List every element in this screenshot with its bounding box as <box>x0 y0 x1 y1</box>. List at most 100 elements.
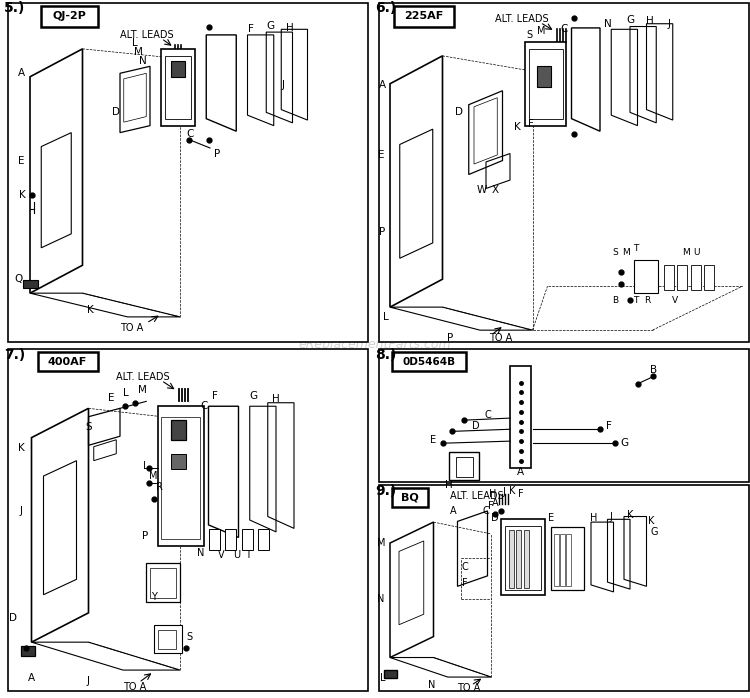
Bar <box>524 530 529 588</box>
Text: C: C <box>186 129 194 139</box>
Text: T: T <box>633 296 639 304</box>
Text: H: H <box>286 23 294 33</box>
Text: F: F <box>462 578 468 588</box>
Text: TO A: TO A <box>457 683 480 692</box>
Bar <box>704 265 714 290</box>
Text: T: T <box>633 244 639 253</box>
Text: ALT. LEADS: ALT. LEADS <box>120 30 173 40</box>
Text: K: K <box>86 305 93 315</box>
Text: C: C <box>483 506 489 516</box>
Text: 400AF: 400AF <box>48 357 87 366</box>
Bar <box>8 3 368 342</box>
Text: G: G <box>621 438 628 448</box>
Text: A: A <box>492 498 498 507</box>
Text: N: N <box>604 20 611 29</box>
Text: K: K <box>20 191 26 200</box>
Bar <box>501 519 544 595</box>
Bar <box>550 527 584 590</box>
Bar <box>392 488 428 507</box>
Text: K: K <box>648 516 654 526</box>
Text: N: N <box>377 594 385 604</box>
Bar <box>146 563 180 602</box>
Text: L: L <box>383 312 389 322</box>
Text: J: J <box>87 676 90 685</box>
Text: C: C <box>461 562 468 572</box>
Text: V: V <box>672 296 678 304</box>
Text: QJ-2P: QJ-2P <box>53 11 86 21</box>
Text: ALT. LEADS: ALT. LEADS <box>116 372 170 382</box>
Bar <box>41 6 98 27</box>
Text: G: G <box>650 527 658 537</box>
Bar <box>38 352 98 371</box>
Text: N: N <box>197 548 205 558</box>
Bar <box>691 265 700 290</box>
Bar <box>560 534 565 586</box>
Bar <box>158 630 176 649</box>
Bar <box>225 529 236 550</box>
Bar <box>537 66 550 87</box>
Text: C: C <box>200 401 208 411</box>
Text: E: E <box>548 513 554 523</box>
Text: U: U <box>232 550 240 560</box>
Text: D: D <box>491 513 499 523</box>
Text: D: D <box>112 107 120 117</box>
Text: M: M <box>537 27 546 36</box>
Text: K: K <box>514 122 520 132</box>
Text: S: S <box>612 248 618 257</box>
Bar <box>394 6 454 27</box>
Bar <box>392 352 466 371</box>
Bar <box>379 349 748 482</box>
Text: M: M <box>376 538 386 548</box>
Text: A: A <box>28 674 35 683</box>
Text: S: S <box>526 30 532 40</box>
Text: L: L <box>132 38 138 48</box>
Text: J: J <box>282 80 285 90</box>
Text: Y: Y <box>151 592 157 602</box>
Text: C: C <box>560 24 568 34</box>
Bar <box>384 670 397 678</box>
Text: K: K <box>627 510 633 520</box>
Text: H: H <box>445 480 452 490</box>
Bar <box>154 625 182 653</box>
Bar <box>161 49 195 126</box>
Text: G: G <box>626 15 634 24</box>
Text: B: B <box>650 365 658 375</box>
Bar <box>509 530 514 588</box>
Text: E: E <box>430 435 436 445</box>
Text: G: G <box>266 21 274 31</box>
Bar <box>158 406 204 546</box>
Text: A: A <box>517 467 524 477</box>
Bar <box>22 280 38 288</box>
Text: X: X <box>491 185 499 195</box>
Text: F: F <box>488 501 494 511</box>
Bar <box>150 568 176 598</box>
Bar <box>258 529 269 550</box>
Text: F: F <box>528 119 534 129</box>
Bar <box>379 3 748 342</box>
Text: TO A: TO A <box>120 323 142 333</box>
Text: H: H <box>272 394 280 404</box>
Text: S: S <box>186 632 192 642</box>
Text: R: R <box>156 482 164 492</box>
Text: M: M <box>682 248 690 257</box>
Bar <box>634 260 658 293</box>
Text: N: N <box>428 681 436 690</box>
Bar <box>161 417 200 539</box>
Text: ALT. LEADS: ALT. LEADS <box>495 14 548 24</box>
Text: TO A: TO A <box>490 333 513 343</box>
Text: F: F <box>606 421 612 431</box>
Bar <box>379 485 748 691</box>
Polygon shape <box>390 522 433 658</box>
Text: ALT. LEADS: ALT. LEADS <box>450 491 504 500</box>
Text: F: F <box>211 392 217 401</box>
Text: TO A: TO A <box>123 682 147 692</box>
Text: P: P <box>380 227 386 237</box>
Text: F: F <box>518 489 524 499</box>
Bar <box>505 526 541 590</box>
Text: Q: Q <box>15 274 22 284</box>
Text: T: T <box>244 550 250 560</box>
Bar <box>448 452 478 480</box>
Text: J: J <box>20 506 22 516</box>
Text: E: E <box>18 156 24 165</box>
Bar <box>171 61 184 77</box>
